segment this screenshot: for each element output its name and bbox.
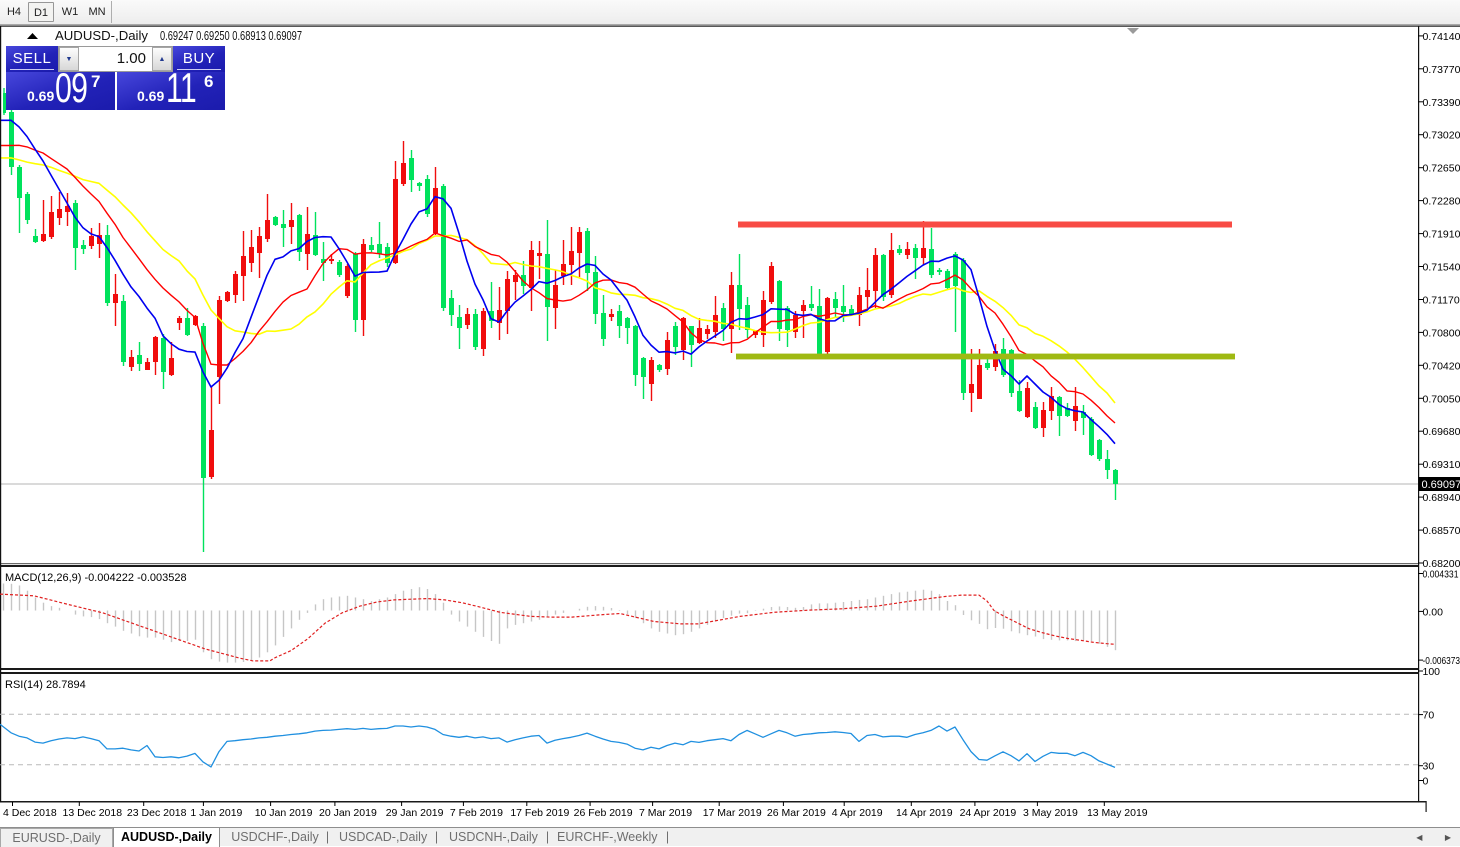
svg-text:30: 30 (1423, 761, 1435, 773)
svg-text:0.71910: 0.71910 (1423, 229, 1460, 241)
svg-text:17 Feb 2019: 17 Feb 2019 (510, 807, 569, 819)
svg-text:0.69310: 0.69310 (1423, 459, 1460, 471)
svg-text:100: 100 (1423, 666, 1441, 678)
svg-text:1 Jan 2019: 1 Jan 2019 (190, 807, 242, 819)
svg-text:23 Dec 2018: 23 Dec 2018 (127, 807, 187, 819)
svg-text:20 Jan 2019: 20 Jan 2019 (319, 807, 377, 819)
svg-text:0: 0 (1423, 776, 1429, 788)
svg-text:4 Dec 2018: 4 Dec 2018 (3, 807, 57, 819)
svg-text:0.69097: 0.69097 (1422, 479, 1460, 491)
svg-text:7 Mar 2019: 7 Mar 2019 (639, 807, 692, 819)
svg-text:0.73020: 0.73020 (1423, 130, 1460, 142)
svg-text:26 Feb 2019: 26 Feb 2019 (574, 807, 633, 819)
svg-text:26 Mar 2019: 26 Mar 2019 (767, 807, 826, 819)
svg-text:0.70800: 0.70800 (1423, 327, 1460, 339)
svg-text:0.72280: 0.72280 (1423, 196, 1460, 208)
svg-text:4 Apr 2019: 4 Apr 2019 (832, 807, 883, 819)
svg-text:0.69680: 0.69680 (1423, 426, 1460, 438)
svg-text:0.74140: 0.74140 (1423, 31, 1460, 43)
svg-text:13 May 2019: 13 May 2019 (1087, 807, 1148, 819)
svg-text:0.70050: 0.70050 (1423, 393, 1460, 405)
svg-text:RSI(14) 28.7894: RSI(14) 28.7894 (5, 679, 86, 691)
svg-text:7 Feb 2019: 7 Feb 2019 (450, 807, 503, 819)
svg-text:29 Jan 2019: 29 Jan 2019 (386, 807, 444, 819)
svg-text:MACD(12,26,9) -0.004222 -0.003: MACD(12,26,9) -0.004222 -0.003528 (5, 572, 187, 584)
svg-text:0.72650: 0.72650 (1423, 163, 1460, 175)
svg-text:0.68940: 0.68940 (1423, 492, 1460, 504)
svg-text:10 Jan 2019: 10 Jan 2019 (255, 807, 313, 819)
svg-text:13 Dec 2018: 13 Dec 2018 (63, 807, 123, 819)
svg-text:70: 70 (1423, 710, 1435, 722)
svg-text:0.68570: 0.68570 (1423, 525, 1460, 537)
svg-text:17 Mar 2019: 17 Mar 2019 (703, 807, 762, 819)
svg-text:0.70420: 0.70420 (1423, 360, 1460, 372)
svg-text:0.71540: 0.71540 (1423, 262, 1460, 274)
svg-text:0.004331: 0.004331 (1423, 569, 1459, 581)
svg-text:3 May 2019: 3 May 2019 (1023, 807, 1078, 819)
svg-text:0.71170: 0.71170 (1423, 295, 1460, 307)
svg-text:14 Apr 2019: 14 Apr 2019 (896, 807, 953, 819)
svg-text:AUDUSD-,Daily: AUDUSD-,Daily (55, 29, 149, 43)
svg-text:0.69247 0.69250 0.68913 0.6909: 0.69247 0.69250 0.68913 0.69097 (160, 29, 302, 43)
svg-text:0.73770: 0.73770 (1423, 64, 1460, 76)
svg-text:0.00: 0.00 (1423, 606, 1444, 618)
svg-text:24 Apr 2019: 24 Apr 2019 (960, 807, 1017, 819)
svg-text:0.73390: 0.73390 (1423, 97, 1460, 109)
